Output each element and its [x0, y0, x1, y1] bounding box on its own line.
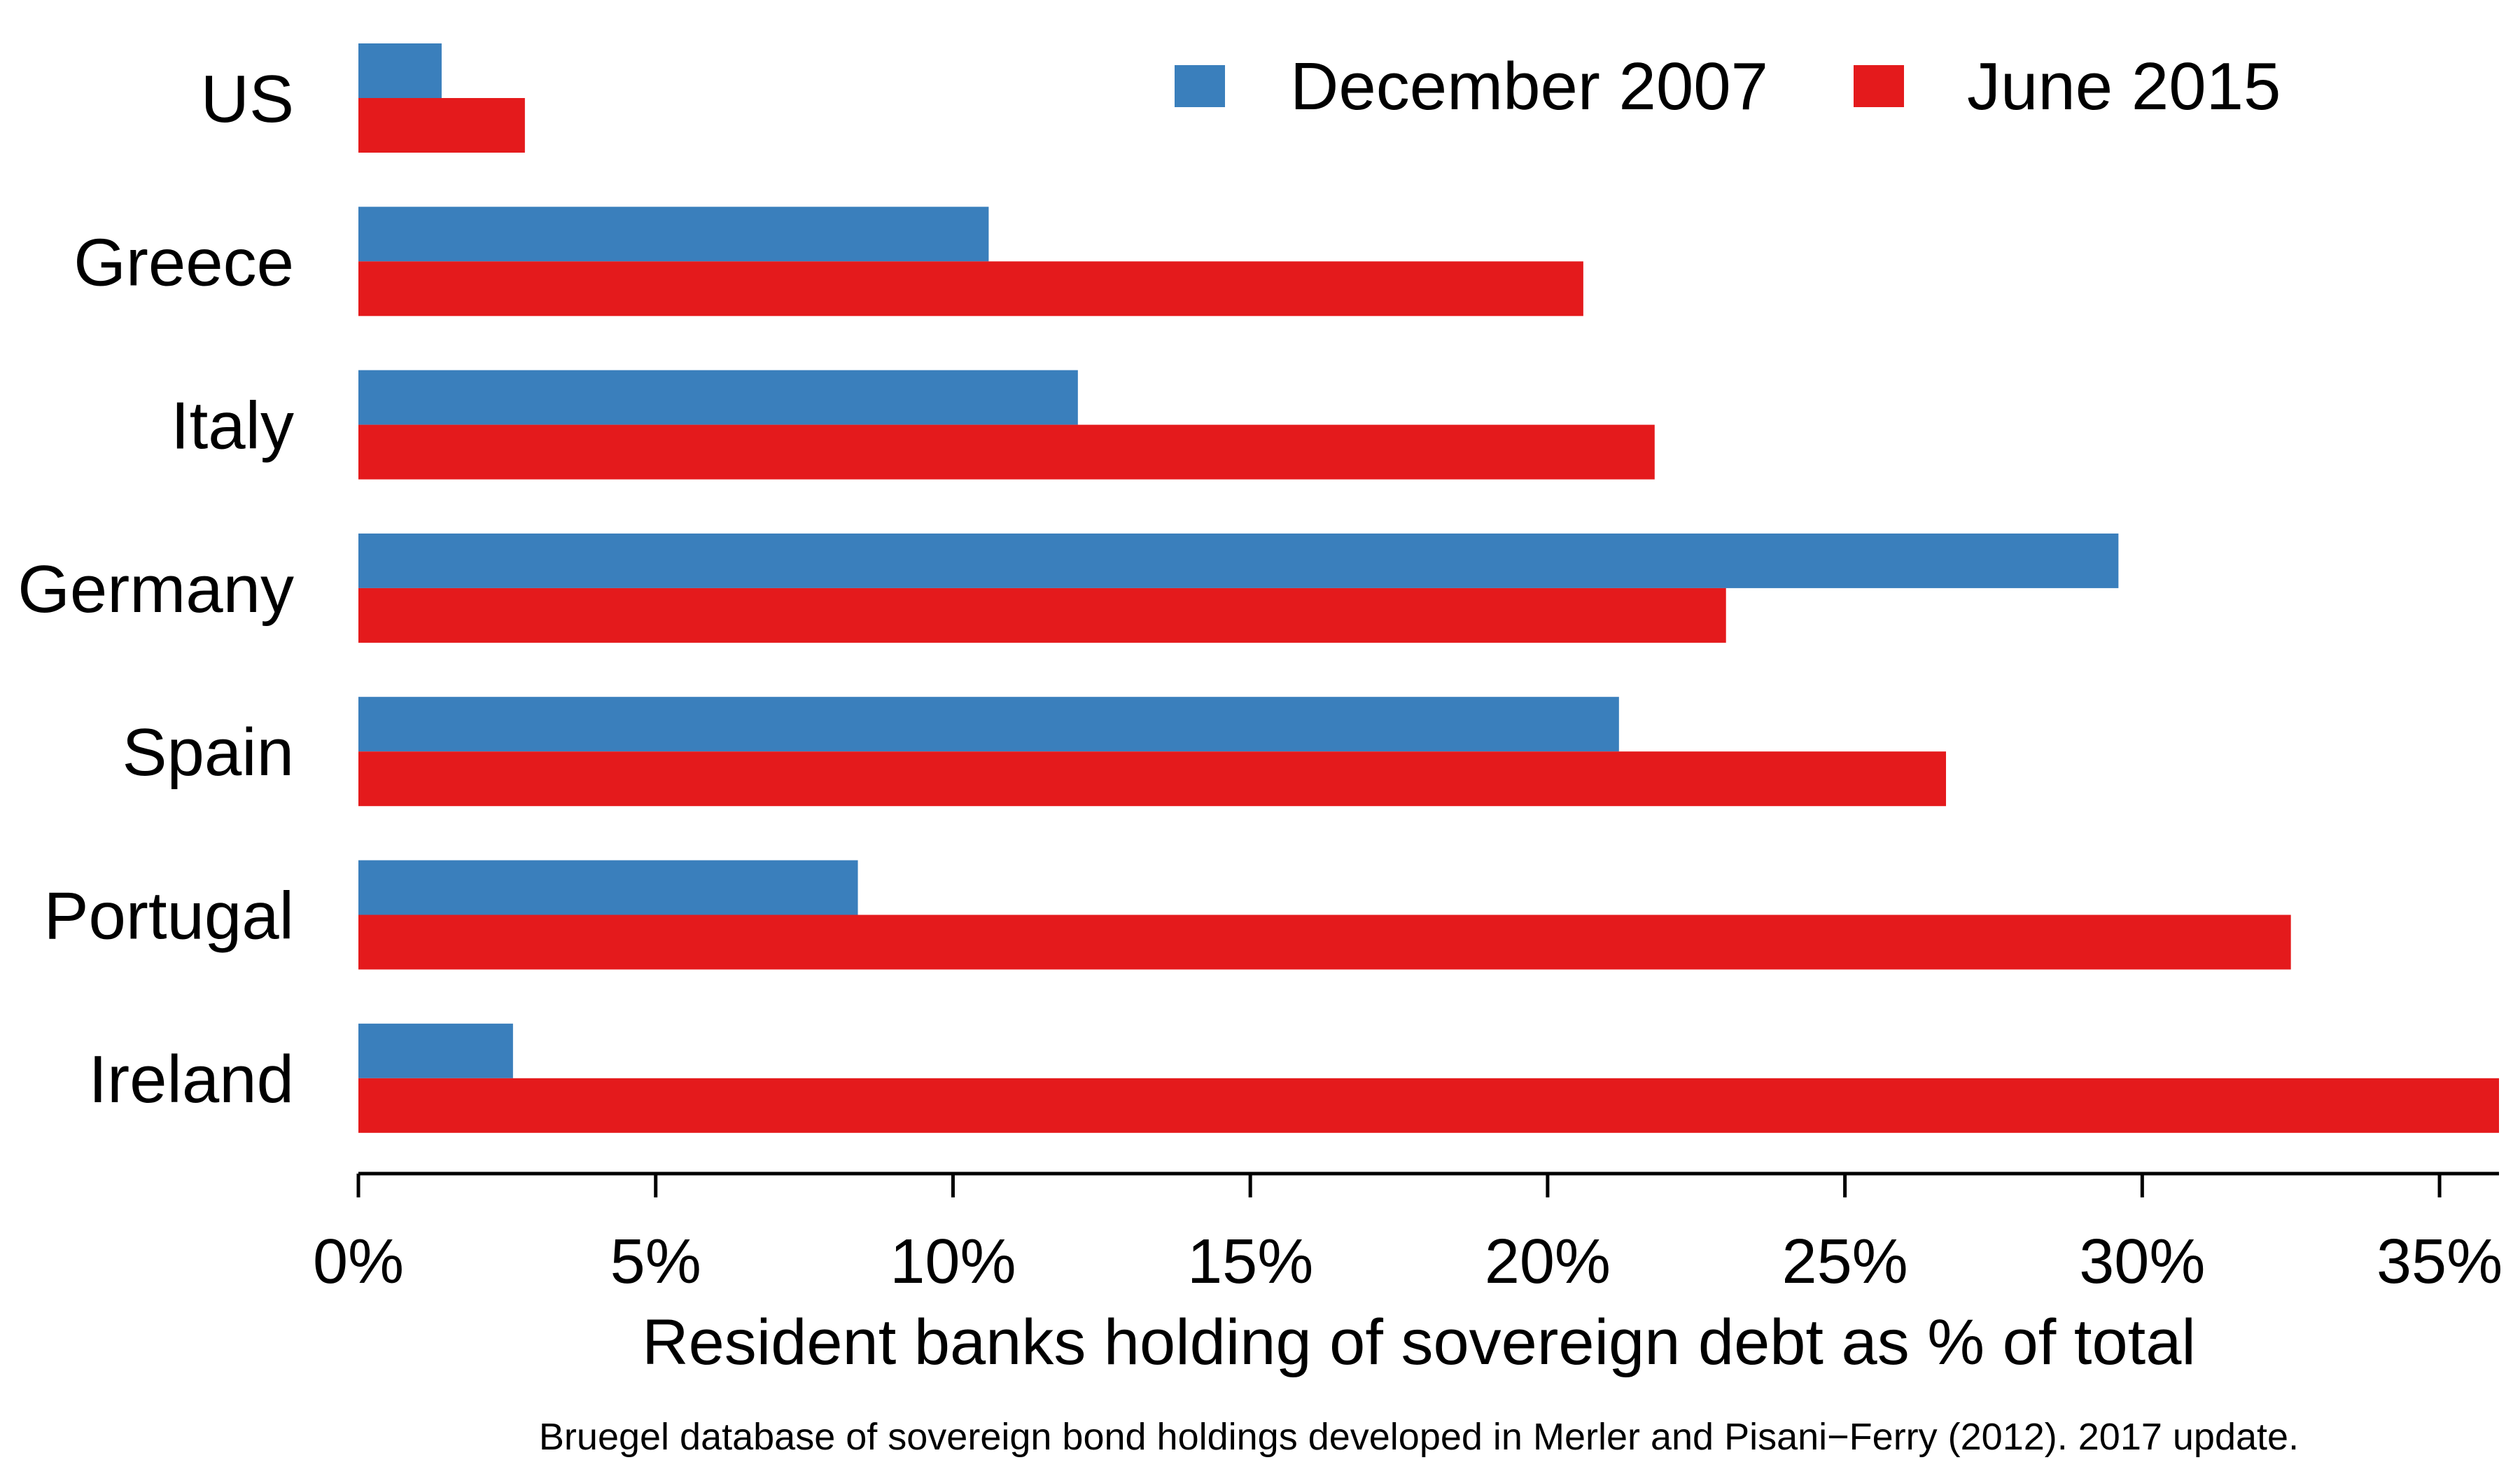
category-label-greece: Greece [74, 225, 294, 300]
x-tick-label-35: 35% [2376, 1227, 2502, 1297]
category-label-germany: Germany [18, 552, 294, 627]
bar-italy-june-2015 [358, 424, 1655, 480]
category-label-italy: Italy [171, 389, 294, 464]
bar-portugal-december-2007 [358, 860, 858, 915]
legend-label-december-2007: December 2007 [1290, 49, 1768, 124]
bar-portugal-june-2015 [358, 915, 2291, 970]
bar-italy-december-2007 [358, 370, 1078, 425]
category-label-spain: Spain [122, 715, 294, 790]
bar-germany-december-2007 [358, 533, 2119, 588]
x-tick-label-0: 0% [313, 1227, 404, 1297]
bar-us-june-2015 [358, 98, 525, 153]
bar-greece-december-2007 [358, 207, 989, 262]
category-label-portugal: Portugal [43, 879, 294, 954]
legend-swatch-december-2007 [1175, 65, 1225, 107]
category-label-ireland: Ireland [88, 1042, 294, 1117]
legend-label-june-2015: June 2015 [1967, 49, 2281, 124]
bar-ireland-june-2015 [358, 1078, 2499, 1133]
x-tick-label-30: 30% [2079, 1227, 2205, 1297]
bar-ireland-december-2007 [358, 1023, 513, 1078]
x-tick-label-5: 5% [610, 1227, 701, 1297]
bar-us-december-2007 [358, 43, 442, 98]
bar-spain-june-2015 [358, 751, 1947, 807]
legend-swatch-june-2015 [1854, 65, 1904, 107]
x-tick-label-20: 20% [1485, 1227, 1611, 1297]
bars-layer [358, 43, 2499, 1133]
x-tick-label-10: 10% [890, 1227, 1016, 1297]
legend: December 2007 June 2015 [1175, 49, 2281, 124]
x-axis-label: Resident banks holding of sovereign debt… [642, 1307, 2196, 1378]
category-labels: US Greece Italy Germany Spain Portugal Ireland [18, 62, 294, 1117]
category-label-us: US [201, 62, 294, 137]
source-note: Bruegel database of sovereign bond holdi… [539, 1416, 2299, 1458]
x-tick-label-15: 15% [1187, 1227, 1313, 1297]
x-tick-label-25: 25% [1782, 1227, 1908, 1297]
bar-spain-december-2007 [358, 697, 1619, 752]
x-axis: 0% 5% 10% 15% 20% 25% 30% 35% [313, 1171, 2502, 1297]
bar-greece-june-2015 [358, 261, 1583, 317]
bar-germany-june-2015 [358, 587, 1726, 643]
